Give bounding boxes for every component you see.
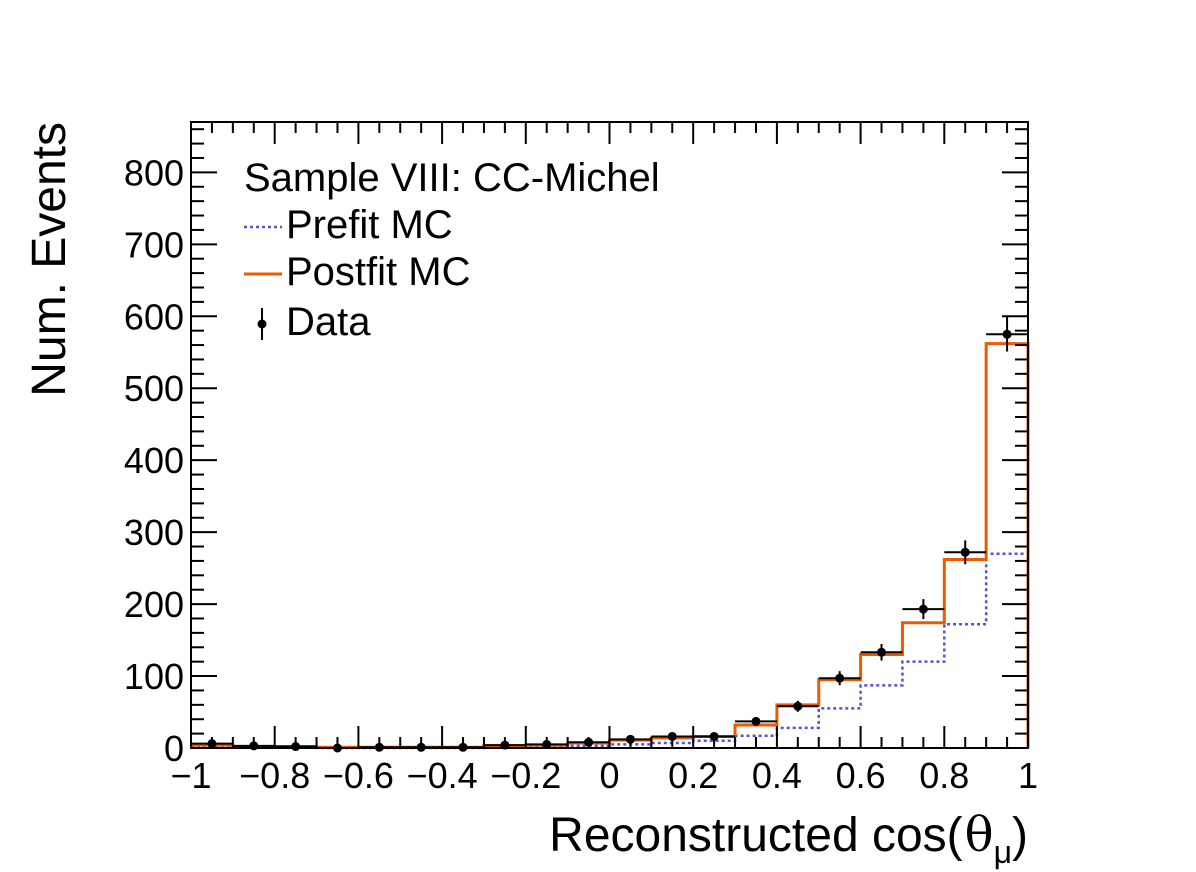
data-point-marker <box>793 701 803 711</box>
legend-header: Sample VIII: CC-Michel <box>244 156 660 200</box>
x-axis-title-subscript: μ <box>994 834 1012 870</box>
y-tick-labels: 0 100 200 300 400 500 600 700 800 <box>124 152 184 769</box>
data-point <box>735 716 777 726</box>
x-tick-label: 1 <box>1018 755 1038 796</box>
y-tick-label: 200 <box>124 584 184 625</box>
legend-prefit-label: Prefit MC <box>286 203 453 247</box>
data-point-marker <box>1002 329 1012 339</box>
plot-frame <box>190 121 1029 749</box>
x-axis-title-close: ) <box>1012 809 1028 862</box>
y-tick-label: 800 <box>124 152 184 193</box>
data-point <box>693 731 736 741</box>
data-point <box>860 644 903 661</box>
legend: Sample VIII: CC-Michel Prefit MC Postfit… <box>244 156 660 344</box>
data-point-marker <box>918 604 928 614</box>
x-tick-label: 0.8 <box>919 755 969 796</box>
data-point-marker <box>835 673 845 683</box>
data-point <box>776 700 819 712</box>
y-tick-label: 700 <box>124 224 184 265</box>
x-tick-label: 0.2 <box>668 755 718 796</box>
y-tick-label: 100 <box>124 656 184 697</box>
data-point <box>651 731 694 741</box>
y-tick-label: 400 <box>124 440 184 481</box>
data-point <box>986 316 1028 352</box>
x-axis-title-main: Reconstructed cos( <box>549 809 963 862</box>
postfit-mc-histogram <box>191 342 1030 749</box>
data-point-marker <box>751 716 761 726</box>
data-point <box>944 540 987 565</box>
legend-data-label: Data <box>286 300 371 344</box>
x-tick-label: −1 <box>170 755 211 796</box>
x-tick-label: −0.8 <box>239 755 310 796</box>
x-tick-label: 0.4 <box>752 755 802 796</box>
y-tick-label: 600 <box>124 296 184 337</box>
x-tick-labels: −1 −0.8 −0.6 −0.4 −0.2 0 0.2 0.4 0.6 0.8 1 <box>170 755 1038 796</box>
x-tick-label: −0.4 <box>407 755 478 796</box>
x-tick-label: 0 <box>599 755 619 796</box>
legend-postfit-label: Postfit MC <box>286 250 470 294</box>
x-axis-title-theta: θ <box>965 807 994 863</box>
data-point <box>818 671 861 686</box>
x-axis-title: Reconstructed cos(θμ) <box>549 807 1028 870</box>
y-tick-label: 300 <box>124 512 184 553</box>
legend-data-marker <box>257 319 267 329</box>
y-tick-label: 0 <box>164 728 184 769</box>
plot-area <box>191 316 1030 753</box>
x-tick-label: −0.2 <box>490 755 561 796</box>
x-tick-label: 0.6 <box>836 755 886 796</box>
y-tick-label: 500 <box>124 368 184 409</box>
data-point-marker <box>667 731 677 741</box>
y-axis-title: Num. Events <box>23 122 76 397</box>
data-point-marker <box>960 547 970 557</box>
x-tick-label: −0.6 <box>323 755 394 796</box>
data-point <box>902 599 945 620</box>
data-point-marker <box>709 731 719 741</box>
data-point-marker <box>877 647 887 657</box>
